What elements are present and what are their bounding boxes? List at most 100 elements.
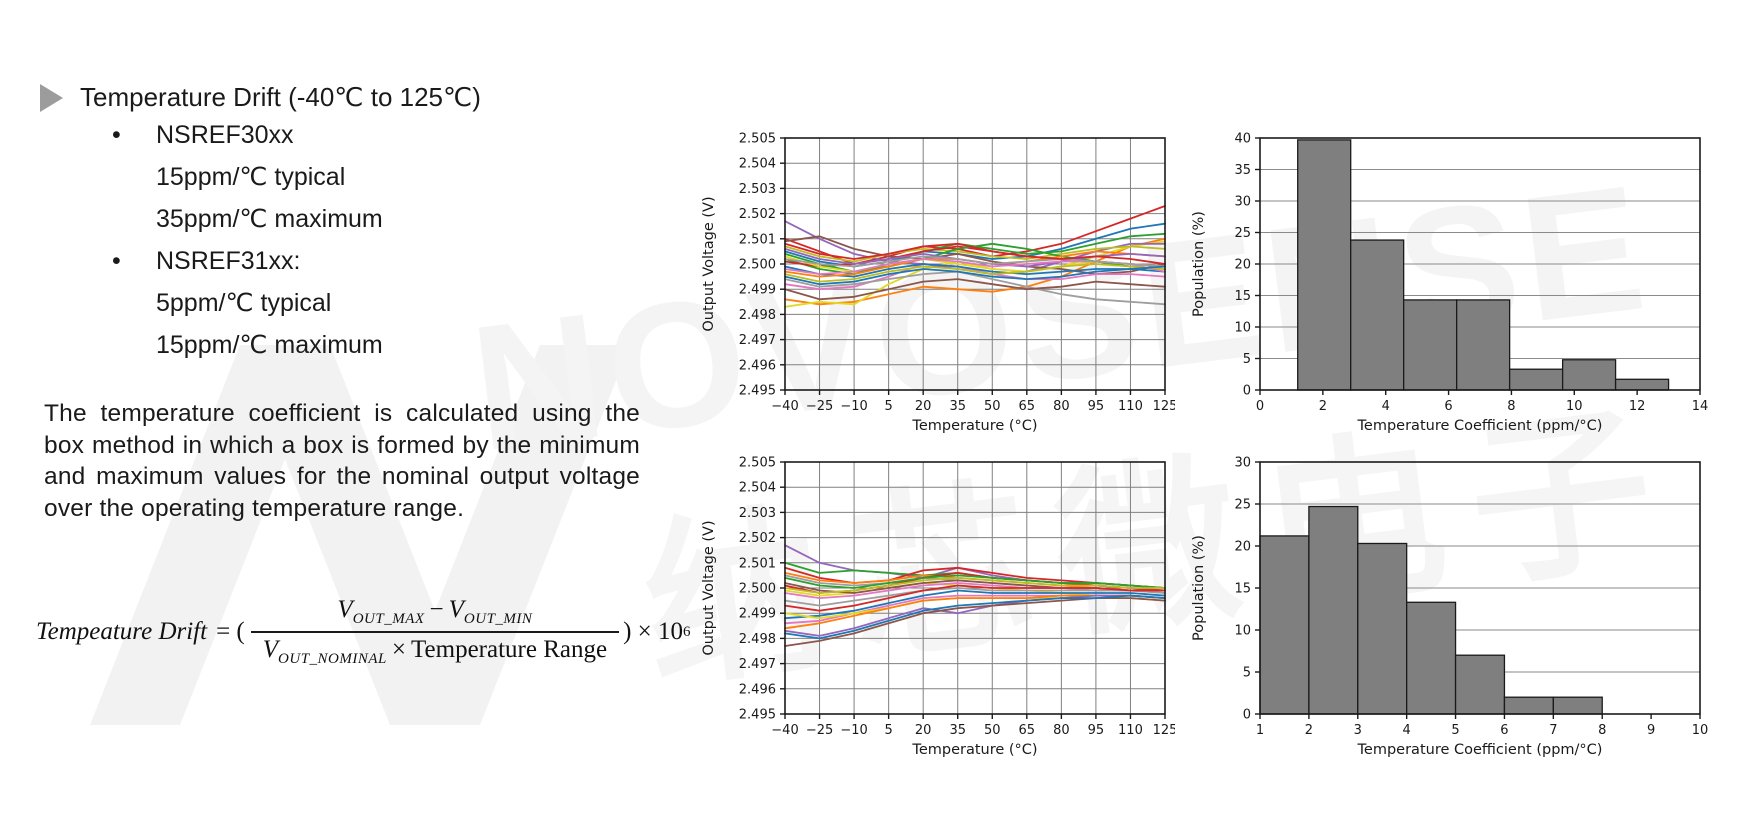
svg-text:2.503: 2.503	[739, 182, 776, 197]
chart-output-voltage-bottom: −40 −25 −10 5 20 35 50 65 80 95 110 125 2.495 2.496 2.…	[655, 448, 1177, 769]
formula-exponent: 6	[683, 623, 691, 640]
svg-text:5: 5	[1451, 723, 1459, 738]
svg-text:40: 40	[1234, 132, 1251, 147]
svg-text:2.504: 2.504	[739, 481, 776, 496]
svg-text:10: 10	[1566, 399, 1583, 414]
svg-text:2.505: 2.505	[739, 132, 776, 147]
svg-text:2.500: 2.500	[739, 258, 776, 273]
formula-equals: = (	[216, 618, 245, 645]
svg-text:2.502: 2.502	[739, 531, 776, 546]
formula-var: V	[448, 596, 464, 623]
svg-text:−25: −25	[806, 723, 833, 738]
svg-text:Temperature Coefficient (ppm/°: Temperature Coefficient (ppm/°C)	[1357, 418, 1603, 434]
svg-text:30: 30	[1234, 456, 1251, 471]
svg-text:65: 65	[1019, 723, 1036, 738]
bullet-dot-icon: •	[112, 247, 121, 275]
formula-denominator: VOUT_NOMINAL × Temperature Range	[251, 633, 619, 668]
formula-close: ) × 10	[623, 618, 684, 645]
svg-text:25: 25	[1234, 498, 1251, 513]
svg-text:10: 10	[1692, 723, 1709, 738]
svg-text:2.499: 2.499	[739, 283, 776, 298]
svg-text:25: 25	[1234, 226, 1251, 241]
svg-text:−10: −10	[840, 399, 867, 414]
svg-text:20: 20	[1234, 258, 1251, 273]
svg-text:35: 35	[1234, 163, 1251, 178]
svg-text:8: 8	[1507, 399, 1515, 414]
svg-text:−40: −40	[771, 399, 798, 414]
svg-text:Population (%): Population (%)	[1191, 535, 1207, 641]
chart-output-voltage-top: −40 −25 −10 5 20 35 50 65 80 95 110 125 2.495 2.496 2.…	[655, 124, 1177, 445]
formula-var: V	[262, 636, 279, 663]
slide-title-text: Temperature Drift (-40℃ to 125℃)	[80, 82, 481, 112]
svg-text:125: 125	[1153, 399, 1175, 414]
svg-text:−40: −40	[771, 723, 798, 738]
list-item: 35ppm/℃ maximum	[112, 198, 383, 240]
svg-text:0: 0	[1243, 384, 1251, 399]
bullet-line: 5ppm/℃ typical	[156, 289, 332, 317]
list-item: 5ppm/℃ typical	[112, 282, 383, 324]
svg-text:2.499: 2.499	[739, 607, 776, 622]
body-paragraph: The temperature coefficient is calculate…	[44, 400, 640, 522]
svg-text:50: 50	[984, 723, 1001, 738]
svg-text:0: 0	[1243, 708, 1251, 723]
svg-text:30: 30	[1234, 195, 1251, 210]
svg-text:110: 110	[1118, 723, 1143, 738]
svg-text:2.504: 2.504	[739, 157, 776, 172]
svg-text:35: 35	[949, 399, 966, 414]
svg-text:65: 65	[1019, 399, 1036, 414]
svg-text:15: 15	[1234, 582, 1251, 597]
svg-text:2: 2	[1305, 723, 1313, 738]
svg-text:3: 3	[1354, 723, 1362, 738]
formula-operator: ×	[391, 636, 407, 663]
svg-text:7: 7	[1549, 723, 1557, 738]
svg-text:5: 5	[884, 399, 892, 414]
svg-text:15: 15	[1234, 289, 1251, 304]
bullet-list: • NSREF30xx 15ppm/℃ typical 35ppm/℃ maxi…	[112, 114, 383, 366]
list-item: 15ppm/℃ typical	[112, 156, 383, 198]
svg-text:14: 14	[1692, 399, 1709, 414]
slide-title: Temperature Drift (-40℃ to 125℃)	[40, 82, 481, 113]
chart-tempco-histogram-top: 0 2 4 6 8 10 12 14 0 5 10 15 20 25 30 35 40 Temperature C…	[1155, 124, 1735, 445]
svg-text:20: 20	[1234, 540, 1251, 555]
svg-text:0: 0	[1256, 399, 1264, 414]
svg-text:2.495: 2.495	[739, 384, 776, 399]
svg-text:Temperature (°C): Temperature (°C)	[911, 742, 1037, 758]
svg-text:5: 5	[884, 723, 892, 738]
svg-text:6: 6	[1444, 399, 1452, 414]
svg-text:2.505: 2.505	[739, 456, 776, 471]
formula-subscript: OUT_MIN	[463, 611, 533, 627]
svg-text:Temperature (°C): Temperature (°C)	[911, 418, 1037, 434]
formula-subscript: OUT_MAX	[352, 611, 425, 627]
svg-text:2.500: 2.500	[739, 582, 776, 597]
svg-text:2.501: 2.501	[739, 232, 776, 247]
svg-text:110: 110	[1118, 399, 1143, 414]
svg-text:2.502: 2.502	[739, 207, 776, 222]
svg-text:80: 80	[1053, 723, 1070, 738]
svg-text:2: 2	[1319, 399, 1327, 414]
formula-text: Temperature Range	[411, 636, 608, 663]
svg-text:20: 20	[915, 723, 932, 738]
novosense-logo-watermark	[90, 345, 630, 725]
svg-text:20: 20	[915, 399, 932, 414]
svg-text:9: 9	[1647, 723, 1655, 738]
svg-text:2.495: 2.495	[739, 708, 776, 723]
svg-text:−10: −10	[840, 723, 867, 738]
chart-tempco-histogram-bottom: 1 2 3 4 5 6 7 8 9 10 0 5 10 15 20 25 30 Temperature Coeff…	[1155, 448, 1735, 769]
svg-text:−25: −25	[806, 399, 833, 414]
svg-text:5: 5	[1243, 666, 1251, 681]
svg-text:8: 8	[1598, 723, 1606, 738]
svg-text:10: 10	[1234, 624, 1251, 639]
svg-text:Population (%): Population (%)	[1191, 211, 1207, 317]
bullet-label: NSREF31xx:	[156, 247, 301, 275]
svg-text:2.498: 2.498	[739, 632, 776, 647]
svg-text:125: 125	[1153, 723, 1175, 738]
svg-text:2.503: 2.503	[739, 506, 776, 521]
svg-text:5: 5	[1243, 352, 1251, 367]
list-item: • NSREF30xx	[112, 114, 383, 156]
svg-text:95: 95	[1088, 399, 1105, 414]
svg-text:Output Voltage (V): Output Voltage (V)	[701, 520, 717, 655]
svg-text:Output Voltage (V): Output Voltage (V)	[701, 196, 717, 331]
list-item: 15ppm/℃ maximum	[112, 324, 383, 366]
